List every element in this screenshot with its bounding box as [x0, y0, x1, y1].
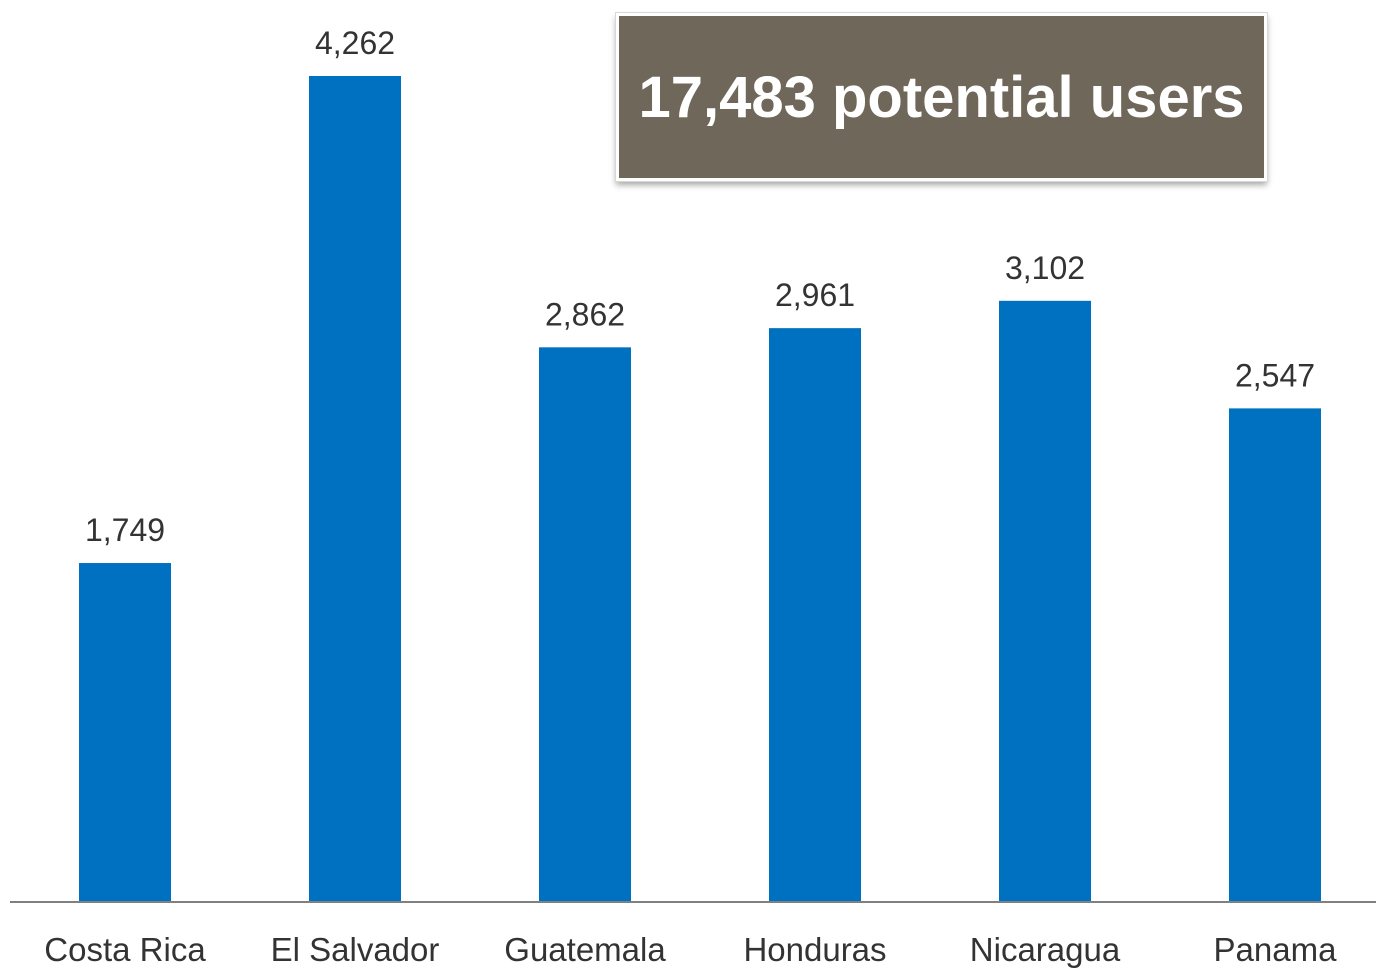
- bar-nicaragua: [999, 300, 1091, 902]
- category-label-panama: Panama: [1214, 931, 1338, 968]
- category-label-guatemala: Guatemala: [504, 931, 666, 968]
- value-label-guatemala: 2,862: [545, 296, 625, 332]
- value-label-panama: 2,547: [1235, 357, 1315, 393]
- category-label-honduras: Honduras: [743, 931, 886, 968]
- total-users-callout: 17,483 potential users: [616, 13, 1267, 181]
- bar-costa-rica: [79, 563, 171, 902]
- bars-group: [79, 76, 1321, 902]
- category-label-costa-rica: Costa Rica: [44, 931, 206, 968]
- value-label-nicaragua: 3,102: [1005, 250, 1085, 286]
- callout-text: 17,483 potential users: [638, 64, 1245, 130]
- value-label-costa-rica: 1,749: [85, 512, 165, 548]
- bar-panama: [1229, 408, 1321, 902]
- bar-el-salvador: [309, 76, 401, 902]
- category-labels-group: Costa Rica El Salvador Guatemala Honduras Ni…: [44, 931, 1337, 968]
- value-label-el-salvador: 4,262: [315, 25, 395, 61]
- value-labels-group: 1,749 4,262 2,862 2,961 3,102 2,547: [85, 25, 1315, 548]
- category-label-nicaragua: Nicaragua: [970, 931, 1121, 968]
- bar-guatemala: [539, 347, 631, 902]
- bar-honduras: [769, 328, 861, 902]
- value-label-honduras: 2,961: [775, 277, 855, 313]
- category-label-el-salvador: El Salvador: [271, 931, 440, 968]
